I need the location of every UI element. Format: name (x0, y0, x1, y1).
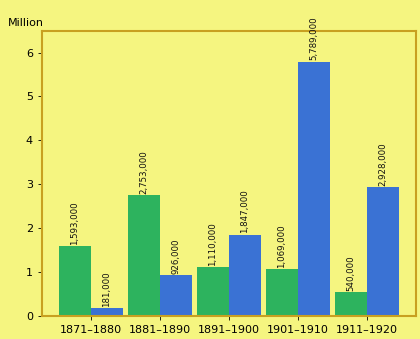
Text: 181,000: 181,000 (102, 271, 111, 306)
Bar (197, 267, 229, 316)
Bar (298, 62, 330, 316)
Bar (367, 187, 399, 316)
Bar (160, 275, 192, 316)
Bar (229, 235, 261, 316)
Text: 2,928,000: 2,928,000 (378, 142, 387, 186)
Bar (128, 195, 160, 316)
Text: 1,069,000: 1,069,000 (277, 224, 286, 267)
Text: 1,847,000: 1,847,000 (240, 190, 249, 234)
Bar (335, 292, 367, 316)
Bar (91, 308, 123, 316)
Text: 926,000: 926,000 (171, 238, 180, 274)
Text: Million: Million (8, 18, 44, 28)
Text: 5,789,000: 5,789,000 (310, 17, 318, 60)
Text: 540,000: 540,000 (346, 255, 355, 291)
Text: 2,753,000: 2,753,000 (139, 150, 148, 194)
Text: 1,110,000: 1,110,000 (208, 222, 218, 266)
Bar (59, 246, 91, 316)
Bar (266, 269, 298, 316)
Text: 1,593,000: 1,593,000 (70, 201, 79, 245)
